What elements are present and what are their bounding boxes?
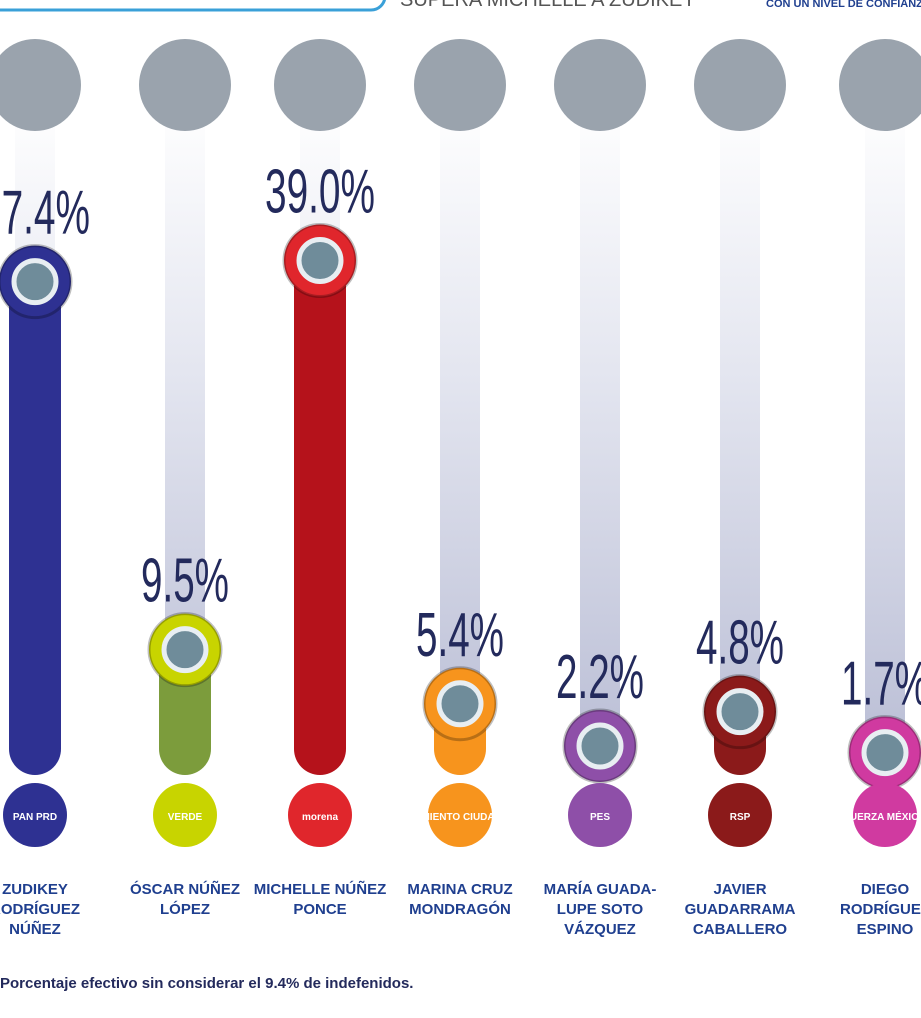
knob-inner bbox=[439, 683, 481, 725]
chart: SUPERA MICHELLE A ZUDIKEY CON UN NIVEL D… bbox=[0, 0, 921, 1018]
value-label: 39.0% bbox=[265, 158, 375, 227]
photo bbox=[274, 39, 366, 131]
infographic: SUPERA MICHELLE A ZUDIKEY CON UN NIVEL D… bbox=[0, 0, 921, 1018]
confidence-note: CON UN NIVEL DE CONFIANZA bbox=[766, 0, 921, 10]
party-logo-text: PES bbox=[590, 812, 610, 823]
bar bbox=[294, 261, 346, 776]
candidate-name: ÓSCAR NÚÑEZ LÓPEZ bbox=[117, 880, 253, 920]
candidate-name: MICHELLE NÚÑEZ PONCE bbox=[252, 880, 388, 920]
value-label: 2.2% bbox=[556, 643, 644, 712]
candidate-name: MARÍA GUADA-LUPE SOTO VÁZQUEZ bbox=[532, 880, 668, 940]
knob-inner bbox=[864, 732, 906, 774]
candidate-name: JAVIER GUADARRAMA CABALLERO bbox=[672, 880, 808, 940]
party-logo-text: morena bbox=[302, 812, 339, 823]
value-label: 1.7% bbox=[841, 650, 921, 719]
bar bbox=[9, 282, 61, 775]
value-label: 4.8% bbox=[696, 609, 784, 678]
photo bbox=[0, 39, 81, 131]
candidate-name: ZUDIKEY RODRÍGUEZ NÚÑEZ bbox=[0, 880, 103, 940]
photo bbox=[554, 39, 646, 131]
party-logo-text: VERDE bbox=[168, 812, 203, 823]
header-box bbox=[0, 0, 385, 10]
party-logo-text: RSP bbox=[730, 812, 751, 823]
candidate-name: MARINA CRUZ MONDRAGÓN bbox=[392, 880, 528, 920]
footnote: Porcentaje efectivo sin considerar el 9.… bbox=[0, 975, 413, 992]
party-logo-text: PAN PRD bbox=[13, 812, 57, 823]
photo bbox=[839, 39, 921, 131]
party-logo-text: MOVIMIENTO CIUDADANO bbox=[396, 812, 524, 823]
knob-inner bbox=[14, 261, 56, 303]
photo bbox=[694, 39, 786, 131]
value-label: 5.4% bbox=[416, 601, 504, 670]
candidate-name: DIEGO RODRÍGUEZ ESPINO bbox=[817, 880, 921, 940]
value-label: 37.4% bbox=[0, 179, 90, 248]
photo bbox=[414, 39, 506, 131]
headline: SUPERA MICHELLE A ZUDIKEY bbox=[400, 0, 696, 11]
photo bbox=[139, 39, 231, 131]
knob-inner bbox=[579, 725, 621, 767]
knob-inner bbox=[164, 629, 206, 671]
party-logo-text: FUERZA MÉXICO bbox=[844, 810, 921, 823]
knob-inner bbox=[719, 691, 761, 733]
knob-inner bbox=[299, 240, 341, 282]
value-label: 9.5% bbox=[141, 547, 229, 616]
